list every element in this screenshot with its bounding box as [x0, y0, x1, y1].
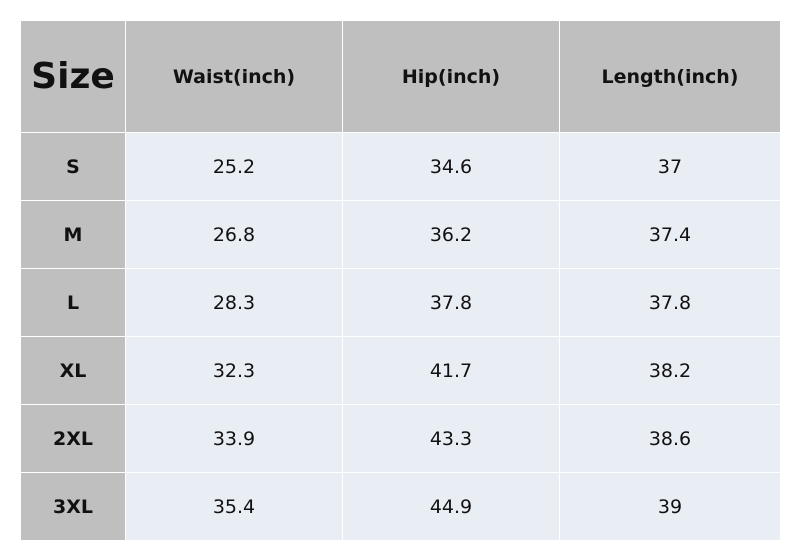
measure-cell: 36.2	[342, 200, 560, 269]
table-row: L 28.3 37.8 37.8	[20, 268, 781, 337]
size-cell: S	[20, 132, 126, 201]
measure-cell: 26.8	[125, 200, 343, 269]
measure-cell: 44.9	[342, 472, 560, 541]
table-row: S 25.2 34.6 37	[20, 132, 781, 201]
size-cell: L	[20, 268, 126, 337]
measure-cell: 33.9	[125, 404, 343, 473]
size-table: Size Waist(inch) Hip(inch) Length(inch) S 25…	[20, 20, 781, 541]
measure-cell: 28.3	[125, 268, 343, 337]
header-cell: Waist(inch)	[125, 20, 343, 133]
measure-cell: 37.8	[559, 268, 781, 337]
size-chart: Size Waist(inch) Hip(inch) Length(inch) S 25…	[20, 20, 781, 541]
header-row: Size Waist(inch) Hip(inch) Length(inch)	[20, 20, 781, 133]
measure-cell: 37.8	[342, 268, 560, 337]
size-cell: XL	[20, 336, 126, 405]
size-cell: 3XL	[20, 472, 126, 541]
header-cell: Hip(inch)	[342, 20, 560, 133]
table-row: 2XL 33.9 43.3 38.6	[20, 404, 781, 473]
measure-cell: 39	[559, 472, 781, 541]
measure-cell: 35.4	[125, 472, 343, 541]
measure-cell: 32.3	[125, 336, 343, 405]
measure-cell: 43.3	[342, 404, 560, 473]
table-body: S 25.2 34.6 37 M 26.8 36.2 37.4 L 28.3 37.8 37.8 XL 3…	[20, 132, 781, 541]
measure-cell: 38.2	[559, 336, 781, 405]
table-row: M 26.8 36.2 37.4	[20, 200, 781, 269]
measure-cell: 38.6	[559, 404, 781, 473]
header-cell: Size	[20, 20, 126, 133]
measure-cell: 41.7	[342, 336, 560, 405]
size-cell: M	[20, 200, 126, 269]
size-cell: 2XL	[20, 404, 126, 473]
table-row: 3XL 35.4 44.9 39	[20, 472, 781, 541]
table-row: XL 32.3 41.7 38.2	[20, 336, 781, 405]
header-cell: Length(inch)	[559, 20, 781, 133]
measure-cell: 25.2	[125, 132, 343, 201]
measure-cell: 34.6	[342, 132, 560, 201]
measure-cell: 37.4	[559, 200, 781, 269]
measure-cell: 37	[559, 132, 781, 201]
